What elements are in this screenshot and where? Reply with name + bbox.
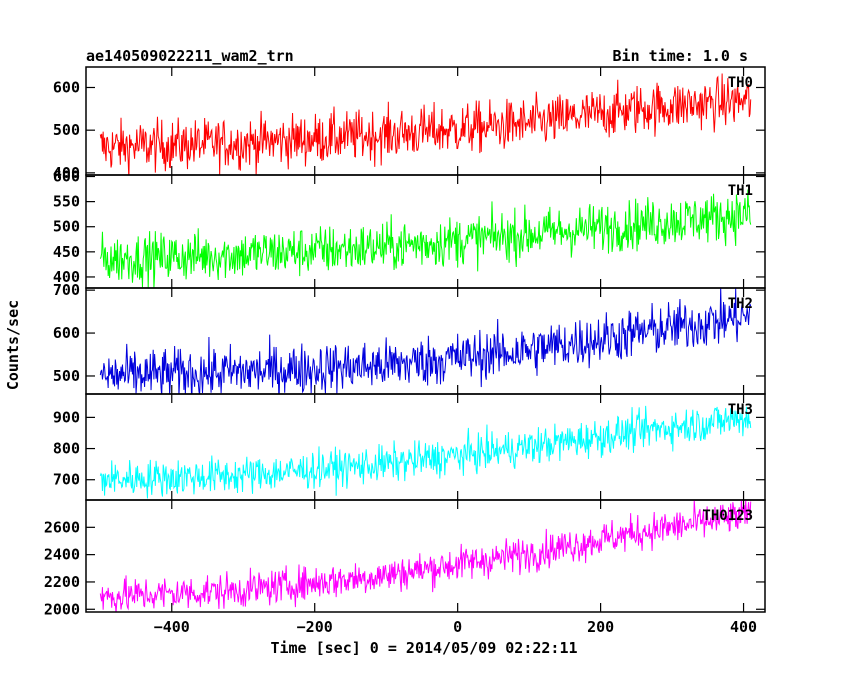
x-tick-label: 200 [587,618,614,636]
panel-th1: 400 450 500 550 600 TH1 [53,168,766,289]
x-tick-label: 400 [730,618,757,636]
bin-time-label: Bin time: 1.0 s [613,47,748,65]
y-tick-label: 2000 [44,600,80,618]
panels-group: 400 500 600 TH0 400 450 500 550 600 TH1 500 600 700 T… [44,66,766,618]
panel-frame [85,499,766,613]
y-tick-label: 2600 [44,518,80,536]
y-axis-title: Counts/sec [4,300,22,390]
y-tick-label: 400 [53,164,80,182]
y-tick-label: 600 [53,78,80,96]
panel-label-th0: TH0 [728,75,753,91]
panel-label-th3: TH3 [728,402,753,418]
y-tick-label: 700 [53,471,80,489]
y-tick-label: 600 [53,168,80,186]
chart-title: ae140509022211_wam2_trn [86,47,294,65]
x-tick-label: −200 [297,618,333,636]
panel-th0123: 2000 2200 2400 2600 TH0123 [44,499,766,618]
y-tick-label: 500 [53,367,80,385]
y-tick-label: 800 [53,440,80,458]
y-tick-label: 900 [53,408,80,426]
y-tick-label: 600 [53,324,80,342]
y-tick-label: 700 [53,281,80,299]
y-tick-label: 550 [53,193,80,211]
panel-th3: 700 800 900 TH3 [53,393,766,501]
x-tick-label: 0 [453,618,462,636]
panel-label-th0123: TH0123 [702,508,753,524]
x-axis-title: Time [sec] 0 = 2014/05/09 02:22:11 [270,639,577,657]
series-line-th3 [99,405,752,499]
y-tick-label: 500 [53,218,80,236]
panel-th2: 500 600 700 TH2 [53,281,766,395]
series-line-th0 [99,73,752,175]
y-tick-label: 2400 [44,546,80,564]
series-line-th2 [99,288,752,394]
x-tick-label: −400 [154,618,190,636]
y-tick-label: 450 [53,243,80,261]
y-tick-label: 500 [53,121,80,139]
panel-label-th1: TH1 [728,183,753,199]
y-tick-label: 2200 [44,573,80,591]
x-axis: −400 −200 0 200 400 [154,618,757,636]
y-tick-label: 400 [53,268,80,286]
series-line-th1 [99,189,752,288]
panel-label-th2: TH2 [728,296,753,312]
series-line-th0123 [99,500,752,612]
panel-th0: 400 500 600 TH0 [53,66,766,182]
